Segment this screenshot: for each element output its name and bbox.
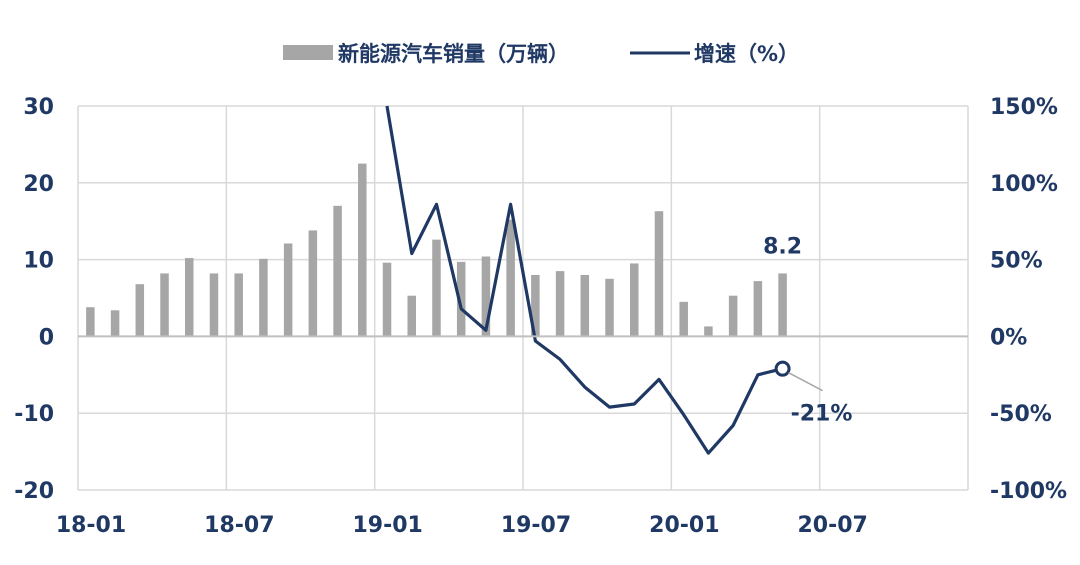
bar-mark	[605, 278, 614, 337]
y-left-tick-label: 30	[23, 95, 54, 120]
bar-mark	[234, 273, 243, 337]
y-right-tick-label: -100%	[990, 479, 1067, 504]
legend: 新能源汽车销量（万辆） 增速（%）	[283, 42, 799, 66]
bar-mark	[382, 262, 392, 337]
x-tick-label: 18-01	[56, 513, 126, 538]
bar-mark	[358, 163, 367, 337]
y-left-tick-label: 10	[23, 249, 54, 274]
bar-mark	[753, 281, 763, 337]
bar-mark	[506, 219, 515, 337]
bar-mark	[259, 258, 268, 337]
legend-bar-swatch	[283, 45, 333, 60]
bar-mark	[630, 263, 639, 337]
bar-mark	[481, 256, 491, 337]
bar-mark	[333, 205, 342, 337]
bar-mark	[407, 295, 416, 337]
bar-mark	[110, 310, 120, 337]
annotations: 8.2 -21%	[763, 234, 852, 426]
line-series	[385, 105, 783, 455]
bar-mark	[728, 295, 738, 337]
bar-mark	[555, 271, 565, 337]
x-tick-label: 18-07	[204, 513, 274, 538]
line-data-label: -21%	[791, 402, 853, 427]
grid-layer	[77, 105, 969, 491]
callout-leader	[788, 371, 823, 392]
y-left-tick-label: -20	[14, 479, 54, 504]
bar-mark	[580, 274, 590, 337]
y-right-tick-label: 50%	[990, 249, 1043, 274]
bar-mark	[704, 326, 713, 337]
bar-mark	[432, 239, 441, 337]
y-right-tick-label: 0%	[990, 325, 1027, 350]
growth-line	[385, 105, 783, 455]
y-left-tick-label: -10	[14, 402, 54, 427]
axes: -20 -100% -10 -50% 0 0% 10 50% 20 100% 30 150% 18-01…	[14, 95, 1067, 538]
bar-mark	[456, 261, 466, 337]
bar-data-label: 8.2	[763, 234, 802, 259]
bar-mark	[86, 307, 95, 337]
x-tick-label: 20-07	[797, 513, 867, 538]
bar-mark	[135, 284, 145, 337]
bar-mark	[160, 273, 169, 337]
line-highlight-marker	[774, 360, 791, 377]
x-tick-label: 19-01	[352, 513, 422, 538]
y-left-tick-label: 0	[39, 325, 54, 350]
bar-mark	[531, 274, 540, 337]
x-tick-label: 19-07	[501, 513, 571, 538]
y-right-tick-label: -50%	[990, 402, 1052, 427]
legend-line-label: 增速（%）	[694, 42, 799, 66]
bar-mark	[778, 273, 787, 337]
bar-mark	[209, 273, 219, 337]
bar-series	[86, 163, 787, 337]
bar-mark	[654, 211, 664, 337]
legend-bar-label: 新能源汽车销量（万辆）	[338, 42, 569, 66]
bar-mark	[283, 243, 293, 337]
x-tick-label: 20-01	[649, 513, 719, 538]
y-right-tick-label: 150%	[990, 95, 1058, 120]
bar-mark	[679, 301, 688, 337]
y-left-tick-label: 20	[23, 172, 54, 197]
y-right-tick-label: 100%	[990, 172, 1058, 197]
bar-mark	[308, 230, 318, 337]
bar-mark	[185, 258, 194, 337]
